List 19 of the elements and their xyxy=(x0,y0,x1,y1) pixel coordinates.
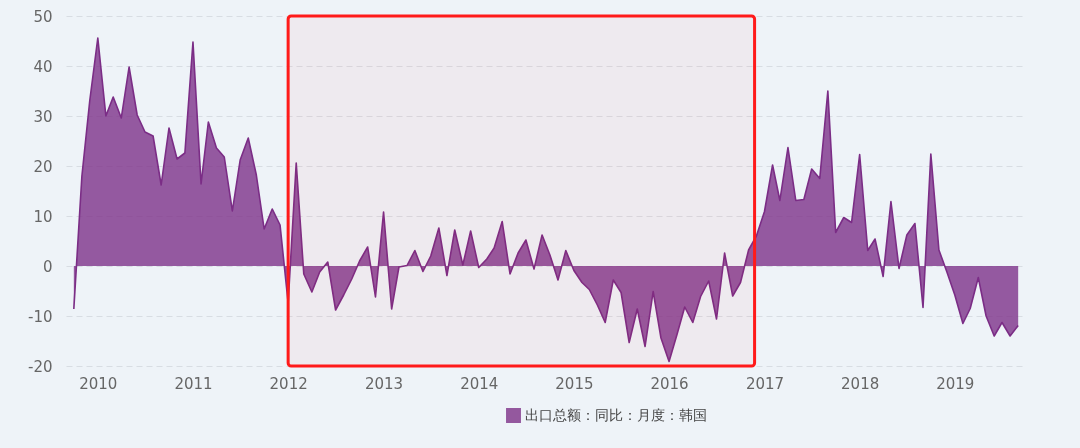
x-tick-label: 2011 xyxy=(174,374,213,393)
legend-label: 出口总额：同比：月度：韩国 xyxy=(525,406,707,423)
x-tick-label: 2015 xyxy=(555,374,594,393)
y-tick-label: 50 xyxy=(33,7,53,26)
y-tick-label: 0 xyxy=(42,257,53,276)
y-tick-label: 10 xyxy=(33,207,53,226)
y-tick-label: 20 xyxy=(33,157,53,176)
y-tick-label: -10 xyxy=(28,307,53,326)
y-tick-label: 40 xyxy=(33,57,53,76)
y-tick-label: 30 xyxy=(33,107,53,126)
x-tick-label: 2013 xyxy=(364,374,404,393)
x-tick-label: 2017 xyxy=(745,374,785,393)
x-tick-label: 2012 xyxy=(269,374,308,393)
x-tick-label: 2019 xyxy=(936,374,975,393)
x-tick-label: 2010 xyxy=(79,374,118,393)
y-tick-label: -20 xyxy=(28,357,53,376)
x-tick-label: 2016 xyxy=(650,374,689,393)
x-tick-label: 2014 xyxy=(460,374,499,393)
x-tick-label: 2018 xyxy=(841,374,880,393)
